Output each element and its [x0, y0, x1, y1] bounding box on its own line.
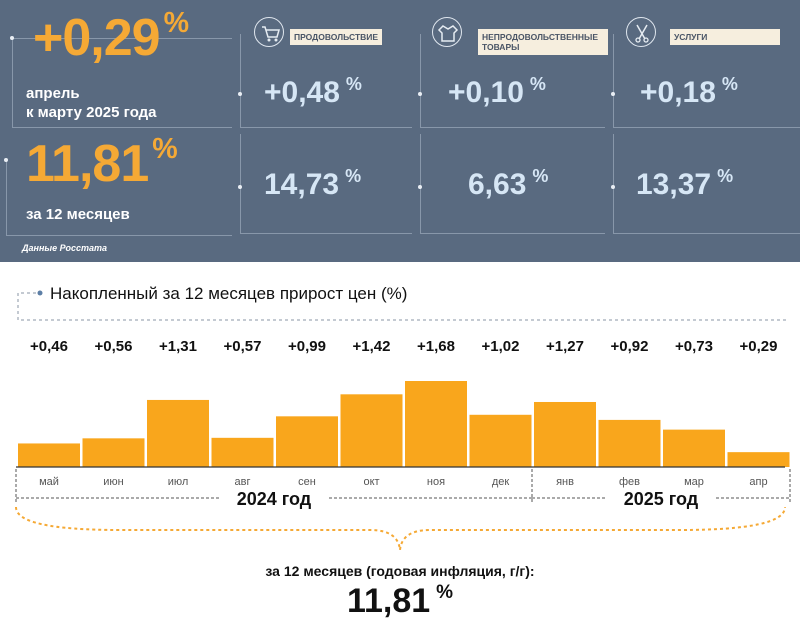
food-monthly-value: +0,48% — [264, 74, 362, 109]
tick-label-мар: мар — [684, 476, 704, 488]
services-monthly-value: +0,18% — [640, 74, 738, 109]
tick-label-фев: фев — [619, 476, 640, 488]
tick-label-сен: сен — [298, 476, 316, 488]
category-label-food: ПРОДОВОЛЬСТВИЕ — [290, 29, 383, 45]
category-label-services: УСЛУГИ — [670, 29, 780, 45]
marker-dot — [418, 185, 422, 189]
tick-label-июн: июн — [103, 476, 123, 488]
shopping-cart-icon — [254, 17, 284, 47]
marker-dot — [10, 36, 14, 40]
nonfood-monthly-value: +0,10% — [448, 74, 546, 109]
value-label-сен: +0,99 — [288, 338, 326, 355]
monthly-inflation-bar-chart: +0,46 +0,56 +1,31 +0,57 +0,99 +1,42 +1,68 +1,02… — [15, 290, 791, 551]
value-label-авг: +0,57 — [224, 338, 262, 355]
services-cell-frame — [613, 34, 800, 128]
nonfood-cell-frame — [420, 134, 605, 234]
nonfood-cell-frame — [420, 34, 605, 128]
title-dot — [37, 290, 43, 296]
value-label-май: +0,46 — [30, 338, 68, 355]
food-cell-frame — [240, 134, 412, 234]
monthly-caption: апрель к марту 2025 года — [26, 85, 157, 121]
value-label-дек: +1,02 — [482, 338, 520, 355]
bar-мар — [663, 429, 725, 467]
tick-label-окт: окт — [363, 476, 379, 488]
food-cell-frame — [240, 34, 412, 128]
services-annual-value: 13,37% — [636, 166, 734, 201]
annual-caption: за 12 месяцев — [26, 206, 130, 223]
annual-bracket — [6, 160, 232, 236]
value-label-ноя: +1,68 — [417, 338, 455, 355]
value-label-июн: +0,56 — [95, 338, 133, 355]
monthly-bracket — [12, 38, 232, 128]
chart-title: Накопленный за 12 месяцев прирост цен (%… — [50, 284, 408, 303]
value-label-июл: +1,31 — [159, 338, 197, 355]
bar-янв — [534, 401, 596, 467]
bar-сен — [276, 416, 338, 467]
bar-дек — [469, 414, 532, 467]
bar-авг — [211, 437, 274, 467]
summary-panel: +0,29% апрель к марту 2025 года 11,81% з… — [0, 0, 800, 262]
annual-brace — [15, 506, 786, 551]
annual-inflation-value: 11,81% — [346, 582, 454, 620]
bar-фев — [598, 419, 661, 467]
tick-label-дек: дек — [492, 476, 510, 488]
tick-label-авг: авг — [235, 476, 251, 488]
value-label-мар: +0,73 — [675, 338, 713, 355]
nonfood-annual-value: 6,63% — [468, 166, 549, 201]
bar-ноя — [405, 381, 467, 467]
bar-окт — [340, 394, 403, 467]
food-annual-value: 14,73% — [264, 166, 362, 201]
group-label-0: 2024 год — [237, 489, 312, 509]
annual-inflation-caption: за 12 месяцев (годовая инфляция, г/г): — [265, 563, 535, 579]
group-label-1: 2025 год — [624, 489, 699, 509]
category-label-nonfood: НЕПРОДОВОЛЬСТВЕННЫЕ ТОВАРЫ — [478, 29, 608, 55]
bar-июл — [147, 399, 209, 467]
clothes-icon — [432, 17, 462, 47]
bar-май — [18, 443, 80, 467]
scissors-comb-icon — [626, 17, 656, 47]
marker-dot — [611, 185, 615, 189]
marker-dot — [4, 158, 8, 162]
tick-label-ноя: ноя — [427, 476, 445, 488]
services-cell-frame — [613, 134, 800, 234]
annual-total-value: 11,81% — [26, 132, 178, 193]
value-label-окт: +1,42 — [353, 338, 391, 355]
value-label-янв: +1,27 — [546, 338, 584, 355]
value-label-апр: +0,29 — [740, 338, 778, 355]
title-connector — [17, 292, 786, 321]
marker-dot — [418, 92, 422, 96]
source-note: Данные Росстата — [22, 243, 107, 253]
tick-label-апр: апр — [749, 476, 767, 488]
monthly-total-value: +0,29% — [33, 6, 189, 67]
marker-dot — [238, 185, 242, 189]
marker-dot — [238, 92, 242, 96]
tick-label-июл: июл — [168, 476, 189, 488]
bar-июн — [82, 438, 145, 467]
tick-label-май: май — [39, 476, 59, 488]
bar-апр — [727, 452, 790, 467]
marker-dot — [611, 92, 615, 96]
value-label-фев: +0,92 — [611, 338, 649, 355]
tick-label-янв: янв — [556, 476, 574, 488]
